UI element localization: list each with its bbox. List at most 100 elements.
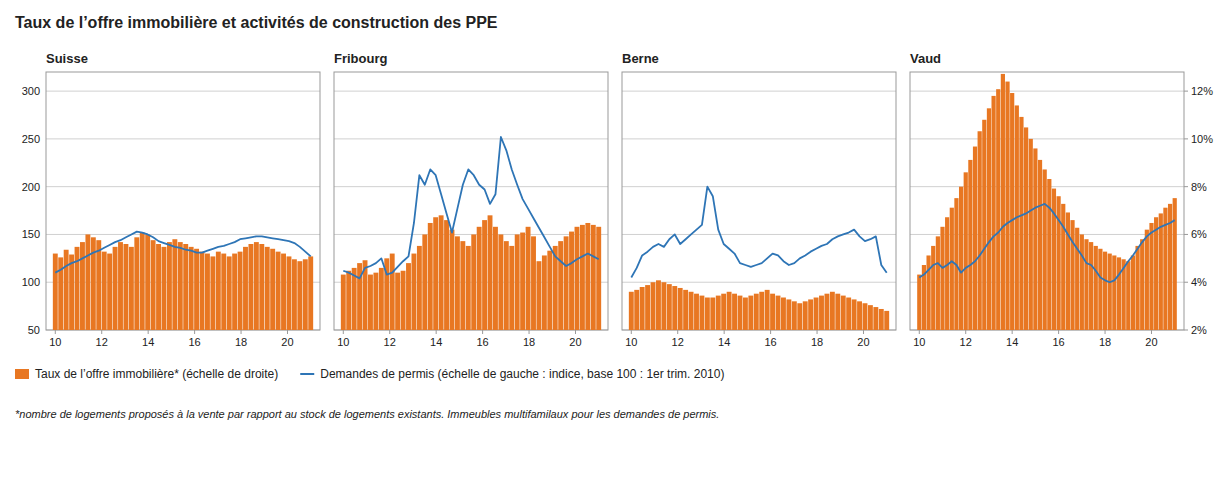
bar [156, 244, 161, 330]
bar [1001, 74, 1005, 330]
bar [303, 259, 308, 330]
x-tick-label: 18 [811, 336, 823, 348]
bar [1084, 239, 1088, 330]
x-tick [1151, 330, 1152, 334]
bar [265, 247, 270, 330]
bar [542, 255, 547, 330]
bar [189, 247, 194, 330]
x-tick-label: 10 [913, 336, 925, 348]
bar [1094, 246, 1098, 330]
bar [940, 227, 944, 330]
x-tick-label: 18 [523, 336, 535, 348]
x-tick [1058, 330, 1059, 334]
bar [770, 294, 775, 330]
bar [140, 233, 145, 330]
bar [661, 282, 666, 330]
bar [259, 244, 264, 330]
bar [1043, 169, 1047, 330]
bar [868, 305, 873, 330]
bar [917, 275, 921, 330]
y2-tick-label: 2% [1191, 324, 1207, 336]
x-tick [55, 330, 56, 334]
bar [776, 296, 781, 330]
bar [276, 252, 281, 330]
x-tick-label: 14 [430, 336, 442, 348]
bar [547, 251, 552, 330]
bar [721, 294, 726, 330]
marks [53, 232, 313, 330]
bar [64, 250, 69, 330]
bar [564, 236, 569, 330]
bar [1140, 239, 1144, 330]
title: Taux de l’offre immobilière et activités… [15, 14, 498, 31]
bar [982, 120, 986, 330]
x-tick-label: 12 [96, 336, 108, 348]
bar [281, 254, 286, 330]
bar [672, 286, 677, 330]
bar [797, 303, 802, 330]
panel: Suisse50100150200250300101214161820 [22, 51, 320, 378]
bar [1089, 242, 1093, 330]
x-tick-label: 20 [569, 336, 581, 348]
bar [841, 296, 846, 330]
x-tick-label: 16 [188, 336, 200, 348]
bar [1149, 223, 1153, 330]
bar [471, 234, 476, 330]
y2-tick [1184, 91, 1188, 92]
x-tick [1012, 330, 1013, 334]
grid-line [910, 91, 1184, 92]
bar [145, 234, 150, 330]
bar [1108, 254, 1112, 330]
bar [417, 246, 422, 330]
bar [1117, 257, 1121, 330]
panel: Berne101214161820 [622, 51, 896, 378]
bar [705, 298, 710, 330]
bar [167, 242, 172, 330]
bar [781, 298, 786, 330]
bar [134, 237, 139, 330]
bar [118, 242, 123, 330]
bar [488, 215, 493, 330]
bar [959, 187, 963, 330]
grid-line [334, 234, 608, 235]
y2-tick [1184, 186, 1188, 187]
bar [151, 240, 156, 330]
bar [645, 285, 650, 330]
bar [651, 282, 656, 330]
bar [656, 280, 661, 330]
y2-tick-label: 8% [1191, 181, 1207, 193]
x-tick [287, 330, 288, 334]
x-tick-label: 14 [1006, 336, 1018, 348]
y2-tick-label: 10% [1191, 133, 1213, 145]
bar [243, 247, 248, 330]
bar [743, 298, 748, 330]
legend-swatch [300, 373, 314, 375]
grid-line [910, 186, 1184, 187]
bar [455, 236, 460, 330]
x-tick [343, 330, 344, 334]
bar [699, 296, 704, 330]
y2-tick-label: 6% [1191, 228, 1207, 240]
legend-swatch [15, 369, 29, 379]
x-tick-label: 18 [235, 336, 247, 348]
bar [1112, 255, 1116, 330]
bar [536, 261, 541, 330]
bar [689, 292, 694, 330]
bar [232, 254, 237, 330]
bar [113, 247, 118, 330]
y2-tick [1184, 330, 1188, 331]
x-tick-label: 12 [672, 336, 684, 348]
x-tick [919, 330, 920, 334]
bar [1098, 249, 1102, 330]
bar [945, 217, 949, 330]
y-tick-label: 250 [22, 133, 40, 145]
bar [830, 292, 835, 330]
bar [1173, 198, 1177, 330]
marks [629, 187, 889, 330]
line [919, 204, 1174, 282]
bar [270, 249, 275, 330]
grid-line [334, 91, 608, 92]
x-tick-label: 10 [625, 336, 637, 348]
bar [857, 301, 862, 330]
bar [401, 271, 406, 330]
